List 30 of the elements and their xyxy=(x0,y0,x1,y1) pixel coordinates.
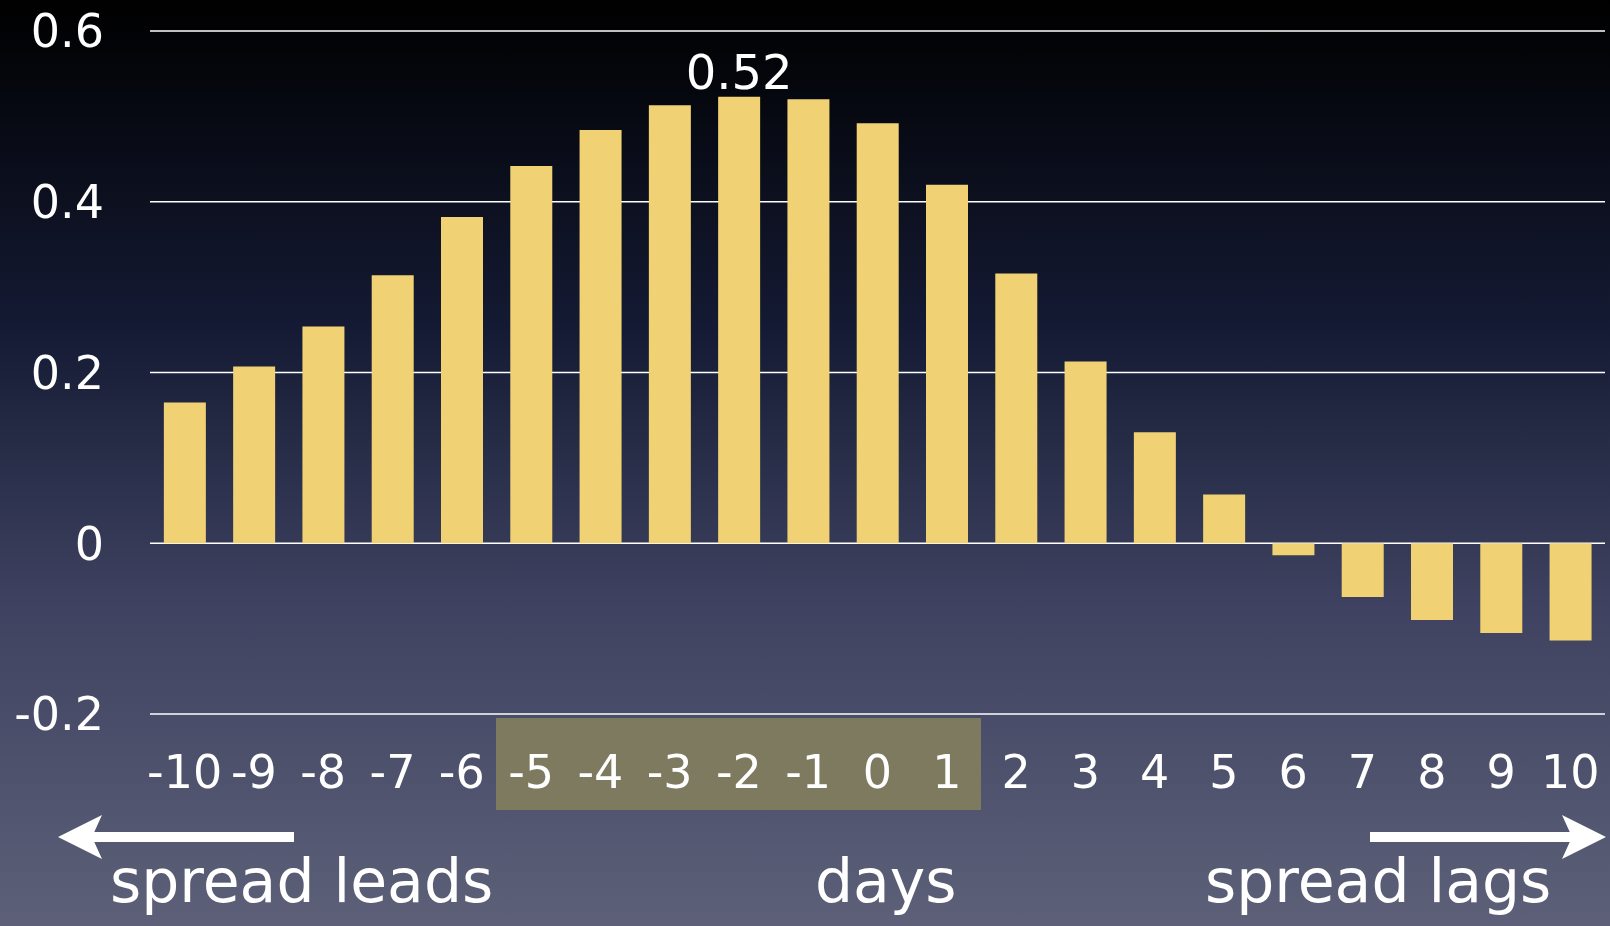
x-tick-label: -7 xyxy=(369,745,416,799)
text: spread lags xyxy=(1205,845,1552,917)
x-tick-label: -2 xyxy=(715,745,762,799)
y-tick-label: 0.6 xyxy=(30,4,104,59)
data-label: 0.52 xyxy=(685,43,793,100)
x-tick-label: -8 xyxy=(300,745,347,799)
y-tick-label: 0 xyxy=(74,516,104,571)
x-tick-label: 4 xyxy=(1140,745,1170,799)
x-tick-label: -6 xyxy=(438,745,485,799)
x-tick-label: 2 xyxy=(1001,745,1031,799)
x-tick-label: 10 xyxy=(1541,745,1600,799)
x-tick-label: 7 xyxy=(1347,745,1378,799)
x-tick-label: -9 xyxy=(230,745,277,799)
x-tick-label: 1 xyxy=(932,745,962,799)
y-tick-label: 0.4 xyxy=(30,175,104,230)
x-tick-label: 3 xyxy=(1070,745,1100,799)
x-tick-label: -4 xyxy=(577,745,624,799)
x-axis-title: days xyxy=(815,845,957,917)
y-tick-label: -0.2 xyxy=(14,687,104,742)
x-tick-label: 0 xyxy=(862,745,893,799)
x-tick-label: 5 xyxy=(1209,745,1239,799)
x-tick-label: 8 xyxy=(1417,745,1447,799)
x-tick-label: -3 xyxy=(646,745,693,799)
x-tick-label: -5 xyxy=(508,745,555,799)
x-tick-label: 9 xyxy=(1486,745,1516,799)
y-tick-label: 0.2 xyxy=(30,345,104,400)
x-tick-label: -1 xyxy=(785,745,832,799)
x-tick-label: -10 xyxy=(147,745,223,799)
x-tick-label: 6 xyxy=(1278,745,1308,799)
text: spread leads xyxy=(110,845,494,917)
